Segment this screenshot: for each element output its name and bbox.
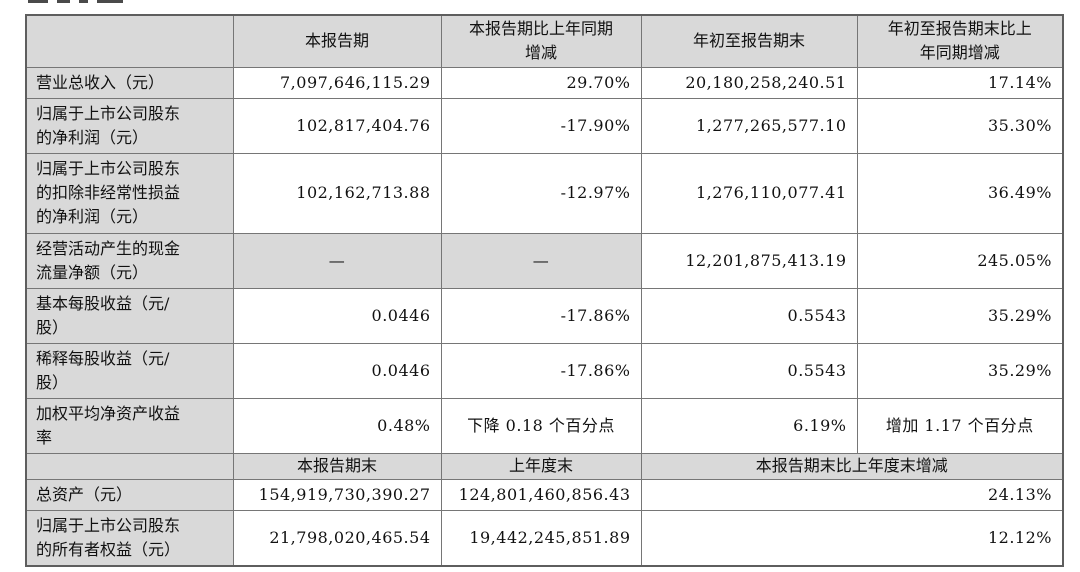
row-label: 基本每股收益（元/ 股）	[25, 287, 234, 344]
cell-value: 17.14%	[856, 66, 1064, 99]
cell-value: 124,801,460,856.43	[440, 478, 642, 511]
table-subheader-row: 本报告期末 上年度末 本报告期末比上年度末增减	[25, 452, 1064, 480]
cell-value: -17.90%	[440, 97, 642, 154]
table-row-net-profit: 归属于上市公司股东 的净利润（元） 102,817,404.76 -17.90%…	[25, 97, 1064, 154]
subheader-period-end: 本报告期末	[232, 452, 442, 480]
cropped-text-fragment	[28, 0, 132, 4]
row-label: 总资产（元）	[25, 478, 234, 511]
cell-change-note: 增加 1.17 个百分点	[856, 397, 1064, 454]
financial-summary-table: 本报告期 本报告期比上年同期 增减 年初至报告期末 年初至报告期末比上 年同期增…	[25, 14, 1064, 567]
table-row-net-profit-excl-nonrecurring: 归属于上市公司股东 的扣除非经常性损益 的净利润（元） 102,162,713.…	[25, 152, 1064, 234]
cell-value: 245.05%	[856, 232, 1064, 289]
row-label: 归属于上市公司股东 的净利润（元）	[25, 97, 234, 154]
cell-value: 36.49%	[856, 152, 1064, 234]
row-label: 加权平均净资产收益 率	[25, 397, 234, 454]
cell-value: 0.48%	[232, 397, 442, 454]
cell-value: -17.86%	[440, 342, 642, 399]
cell-value: 0.0446	[232, 287, 442, 344]
cell-value: 7,097,646,115.29	[232, 66, 442, 99]
row-label: 营业总收入（元）	[25, 66, 234, 99]
cell-value: 35.29%	[856, 287, 1064, 344]
cell-value: 102,162,713.88	[232, 152, 442, 234]
cell-value: 0.0446	[232, 342, 442, 399]
cell-dash: —	[232, 232, 442, 289]
table-row-shareholders-equity: 归属于上市公司股东 的所有者权益（元） 21,798,020,465.54 19…	[25, 509, 1064, 566]
cell-value: 0.5543	[640, 287, 858, 344]
cell-value: 12.12%	[640, 509, 1064, 566]
subheader-prior-year-end: 上年度末	[440, 452, 642, 480]
header-yoy-change: 本报告期比上年同期 增减	[440, 14, 642, 68]
header-corner-cell	[25, 14, 234, 68]
cell-value: 29.70%	[440, 66, 642, 99]
table-header-row: 本报告期 本报告期比上年同期 增减 年初至报告期末 年初至报告期末比上 年同期增…	[25, 14, 1064, 68]
header-ytd: 年初至报告期末	[640, 14, 858, 68]
table-row-weighted-avg-roe: 加权平均净资产收益 率 0.48% 下降 0.18 个百分点 6.19% 增加 …	[25, 397, 1064, 454]
row-label: 归属于上市公司股东 的所有者权益（元）	[25, 509, 234, 566]
row-label: 归属于上市公司股东 的扣除非经常性损益 的净利润（元）	[25, 152, 234, 234]
cell-value: -12.97%	[440, 152, 642, 234]
cell-value: 12,201,875,413.19	[640, 232, 858, 289]
cell-value: 102,817,404.76	[232, 97, 442, 154]
row-label: 稀释每股收益（元/ 股）	[25, 342, 234, 399]
cell-value: 20,180,258,240.51	[640, 66, 858, 99]
cell-value: 21,798,020,465.54	[232, 509, 442, 566]
cell-value: 19,442,245,851.89	[440, 509, 642, 566]
cell-value: 1,277,265,577.10	[640, 97, 858, 154]
table-row-basic-eps: 基本每股收益（元/ 股） 0.0446 -17.86% 0.5543 35.29…	[25, 287, 1064, 344]
cell-change-note: 下降 0.18 个百分点	[440, 397, 642, 454]
row-label: 经营活动产生的现金 流量净额（元）	[25, 232, 234, 289]
table-row-revenue: 营业总收入（元） 7,097,646,115.29 29.70% 20,180,…	[25, 66, 1064, 99]
table-row-diluted-eps: 稀释每股收益（元/ 股） 0.0446 -17.86% 0.5543 35.29…	[25, 342, 1064, 399]
cell-value: 35.30%	[856, 97, 1064, 154]
cell-value: 6.19%	[640, 397, 858, 454]
header-current-period: 本报告期	[232, 14, 442, 68]
cell-value: -17.86%	[440, 287, 642, 344]
subheader-change-vs-prior-year-end: 本报告期末比上年度末增减	[640, 452, 1064, 480]
cell-value: 1,276,110,077.41	[640, 152, 858, 234]
cell-value: 24.13%	[640, 478, 1064, 511]
cell-value: 0.5543	[640, 342, 858, 399]
subheader-corner-cell	[25, 452, 234, 480]
cell-value: 35.29%	[856, 342, 1064, 399]
table-row-operating-cash-flow: 经营活动产生的现金 流量净额（元） — — 12,201,875,413.19 …	[25, 232, 1064, 289]
cell-dash: —	[440, 232, 642, 289]
table-row-total-assets: 总资产（元） 154,919,730,390.27 124,801,460,85…	[25, 478, 1064, 511]
cell-value: 154,919,730,390.27	[232, 478, 442, 511]
header-ytd-yoy-change: 年初至报告期末比上 年同期增减	[856, 14, 1064, 68]
